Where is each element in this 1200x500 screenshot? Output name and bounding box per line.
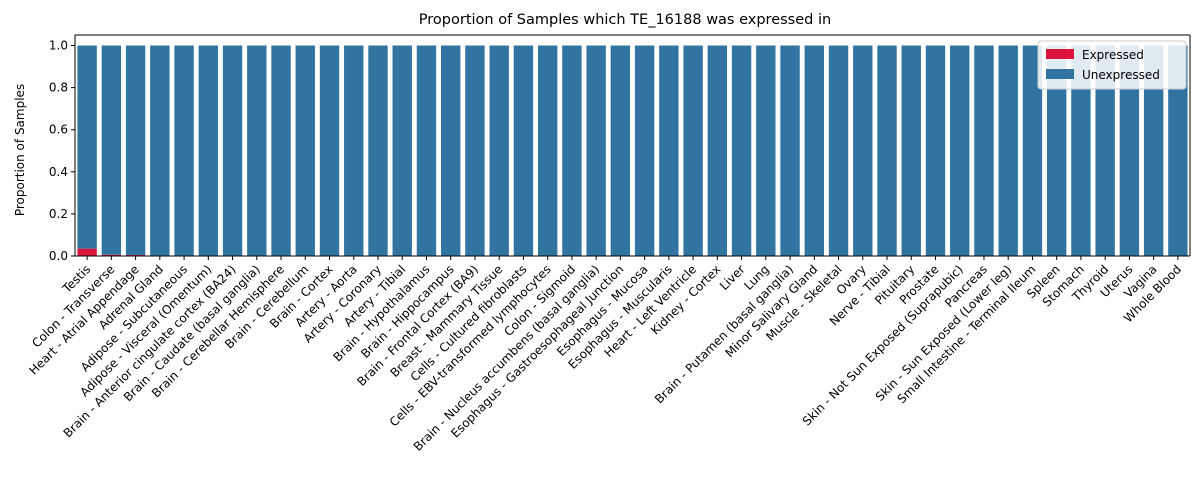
bar-unexpressed [150, 45, 170, 256]
bar-unexpressed [1046, 45, 1067, 256]
bar-unexpressed [77, 45, 97, 249]
bar-unexpressed [125, 45, 146, 255]
bar-unexpressed [925, 45, 946, 256]
bar-unexpressed [1168, 45, 1188, 256]
bar-unexpressed [1071, 45, 1091, 256]
bar-unexpressed [901, 45, 921, 256]
y-tick-label: 0.0 [49, 249, 68, 263]
bar-expressed [125, 254, 146, 256]
bar-unexpressed [344, 45, 364, 256]
bar-unexpressed [731, 45, 752, 256]
y-tick-label: 0.8 [49, 81, 68, 95]
legend-swatch [1046, 49, 1074, 59]
bar-unexpressed [950, 45, 970, 256]
bar-unexpressed [441, 45, 461, 256]
bar-unexpressed [489, 45, 509, 256]
bar-unexpressed [877, 45, 897, 256]
bar-unexpressed [295, 45, 315, 256]
bar-unexpressed [756, 45, 776, 256]
legend-box [1037, 40, 1187, 90]
bar-unexpressed [416, 45, 437, 256]
bar-unexpressed [198, 45, 219, 256]
bars-group [77, 45, 1188, 256]
legend-label: Expressed [1082, 48, 1144, 62]
bar-unexpressed [392, 45, 412, 256]
bar-unexpressed [1119, 45, 1140, 256]
bar-unexpressed [804, 45, 824, 256]
bar-unexpressed [974, 45, 994, 256]
y-tick-label: 0.6 [49, 123, 68, 137]
bar-unexpressed [319, 45, 340, 256]
legend-label: Unexpressed [1082, 68, 1160, 82]
bar-unexpressed [1022, 45, 1043, 256]
bar-unexpressed [562, 45, 582, 256]
y-tick-label: 0.2 [49, 207, 68, 221]
bar-unexpressed [222, 45, 243, 256]
bar-unexpressed [828, 45, 849, 256]
bar-unexpressed [683, 45, 703, 256]
bar-unexpressed [537, 45, 558, 256]
y-tick-labels: 0.0 0.2 0.4 0.6 0.8 1.0 [49, 39, 75, 263]
x-tick-label: Liver [717, 262, 748, 293]
bar-unexpressed [101, 45, 122, 255]
bar-unexpressed [271, 45, 291, 256]
legend: Expressed Unexpressed [1037, 40, 1187, 90]
bar-unexpressed [707, 45, 728, 256]
bar-unexpressed [634, 45, 655, 256]
bar-expressed [101, 254, 122, 256]
bar-expressed [77, 248, 97, 256]
y-tick-label: 1.0 [49, 39, 68, 53]
bar-unexpressed [659, 45, 679, 256]
bar-unexpressed [1143, 45, 1164, 256]
y-tick-label: 0.4 [49, 165, 68, 179]
legend-swatch [1046, 69, 1074, 79]
bar-unexpressed [513, 45, 534, 256]
chart-title: Proportion of Samples which TE_16188 was… [419, 12, 831, 28]
bar-unexpressed [586, 45, 606, 256]
bar-unexpressed [853, 45, 873, 256]
bar-unexpressed [368, 45, 388, 256]
y-axis-label: Proportion of Samples [13, 84, 27, 216]
bar-unexpressed [998, 45, 1018, 256]
bar-unexpressed [1095, 45, 1115, 256]
axes-group [74, 34, 1191, 257]
bar-unexpressed [174, 45, 194, 256]
bar-unexpressed [780, 45, 800, 256]
bar-unexpressed [247, 45, 267, 256]
bar-unexpressed [465, 45, 485, 256]
bar-unexpressed [610, 45, 631, 256]
